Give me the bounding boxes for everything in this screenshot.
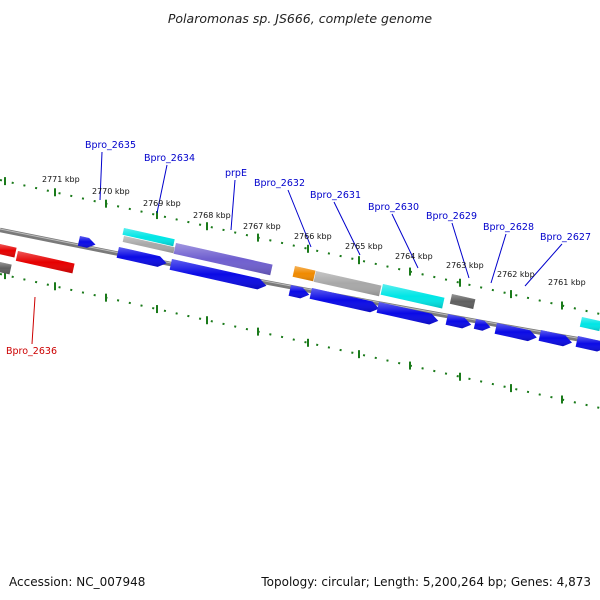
gene-label-bpro-2627: Bpro_2627: [540, 232, 591, 243]
gene-shading: [376, 302, 439, 325]
gene-shading: [288, 285, 310, 299]
gene-label-bpro-2636: Bpro_2636: [6, 346, 57, 357]
tick-label: 2764 kbp: [395, 252, 433, 261]
gene-shading: [77, 236, 96, 248]
gene-feature-bpro-2635-upper: [0, 244, 17, 258]
tick-label: 2765 kbp: [345, 242, 383, 251]
gene-feature-lower-7: [473, 319, 491, 331]
label-leader-line: [156, 164, 168, 214]
tick-labels: 2771 kbp 2770 kbp 2769 kbp 2768 kbp 2767…: [42, 175, 586, 287]
gene-feature-bpro-2629-dark: [449, 294, 476, 309]
gene-feature-lower-6: [445, 314, 472, 329]
gene-shading: [169, 259, 267, 290]
gene-shading: [313, 271, 382, 297]
gene-shading: [449, 294, 476, 309]
gene-labels: Bpro_2635 Bpro_2634 prpE Bpro_2632 Bpro_…: [6, 140, 591, 357]
gene-shading: [0, 244, 17, 258]
gene-shading: [0, 262, 12, 275]
label-leader-line: [230, 179, 236, 231]
gene-label-prpe: prpE: [225, 168, 247, 179]
label-leader-line: [99, 151, 103, 201]
tick-label: 2762 kbp: [497, 270, 535, 279]
gene-shading: [116, 247, 167, 267]
gene-shading: [538, 330, 572, 347]
gene-feature-lower-3: [288, 285, 310, 299]
gene-shading: [473, 319, 491, 331]
gene-feature-lower-9: [538, 330, 572, 347]
genome-summary-text: Topology: circular; Length: 5,200,264 bp…: [260, 575, 591, 589]
gene-feature-bpro-2636: [15, 251, 75, 274]
gene-feature-bpro-2631-gray: [313, 271, 382, 297]
tick-label: 2769 kbp: [143, 199, 181, 208]
gene-feature-dark-left: [0, 262, 12, 275]
gene-label-bpro-2630: Bpro_2630: [368, 202, 419, 213]
gene-label-bpro-2635: Bpro_2635: [85, 140, 136, 151]
label-leader-line: [524, 243, 563, 287]
gene-feature-orange: [292, 266, 316, 282]
major-ticks: [4, 177, 563, 404]
gene-feature-lower-2: [169, 259, 267, 290]
gene-label-bpro-2634: Bpro_2634: [144, 153, 195, 164]
gene-label-bpro-2629: Bpro_2629: [426, 211, 477, 222]
gene-feature-bpro-2634-gray: [122, 236, 175, 254]
gene-shading: [445, 314, 472, 329]
label-leaders: [31, 151, 563, 345]
gene-feature-bpro-2634-cyan: [122, 228, 175, 247]
gene-feature-lower-8: [494, 323, 537, 342]
tick-label: 2763 kbp: [446, 261, 484, 270]
accession-text: Accession: NC_007948: [9, 575, 145, 589]
gene-feature-lower-5: [376, 302, 439, 325]
gene-shading: [122, 228, 175, 247]
gene-shading: [15, 251, 75, 274]
gene-feature-lower-10: [575, 336, 600, 352]
tick-label: 2768 kbp: [193, 211, 231, 220]
label-leader-line: [451, 222, 470, 279]
label-leader-line: [490, 233, 507, 284]
gene-features: [0, 228, 600, 352]
gene-feature-bpro-2630-cyan: [380, 284, 445, 309]
gene-shading: [292, 266, 316, 282]
gene-shading: [494, 323, 537, 342]
gene-shading: [579, 317, 600, 332]
label-leader-line: [287, 189, 312, 248]
gene-feature-lower-1: [116, 247, 167, 267]
gene-feature-prpe: [173, 243, 273, 276]
gene-feature-bpro-2627-cyan: [579, 317, 600, 332]
map-title: Polaromonas sp. JS666, complete genome: [168, 11, 433, 26]
tick-label: 2766 kbp: [294, 232, 332, 241]
gene-label-bpro-2628: Bpro_2628: [483, 222, 534, 233]
gene-feature-lower-4: [309, 288, 380, 313]
gene-shading: [173, 243, 273, 276]
gene-label-bpro-2631: Bpro_2631: [310, 190, 361, 201]
tick-label: 2767 kbp: [243, 222, 281, 231]
tick-label: 2770 kbp: [92, 187, 130, 196]
tick-label: 2771 kbp: [42, 175, 80, 184]
label-leader-line: [333, 201, 361, 256]
gene-shading: [380, 284, 445, 309]
gene-shading: [309, 288, 380, 313]
label-leader-line: [391, 213, 419, 269]
label-leader-line: [31, 296, 36, 345]
gene-feature-bpro-2635: [77, 236, 96, 248]
tick-label: 2761 kbp: [548, 278, 586, 287]
gene-shading: [122, 236, 175, 254]
gene-label-bpro-2632: Bpro_2632: [254, 178, 305, 189]
gene-shading: [575, 336, 600, 352]
